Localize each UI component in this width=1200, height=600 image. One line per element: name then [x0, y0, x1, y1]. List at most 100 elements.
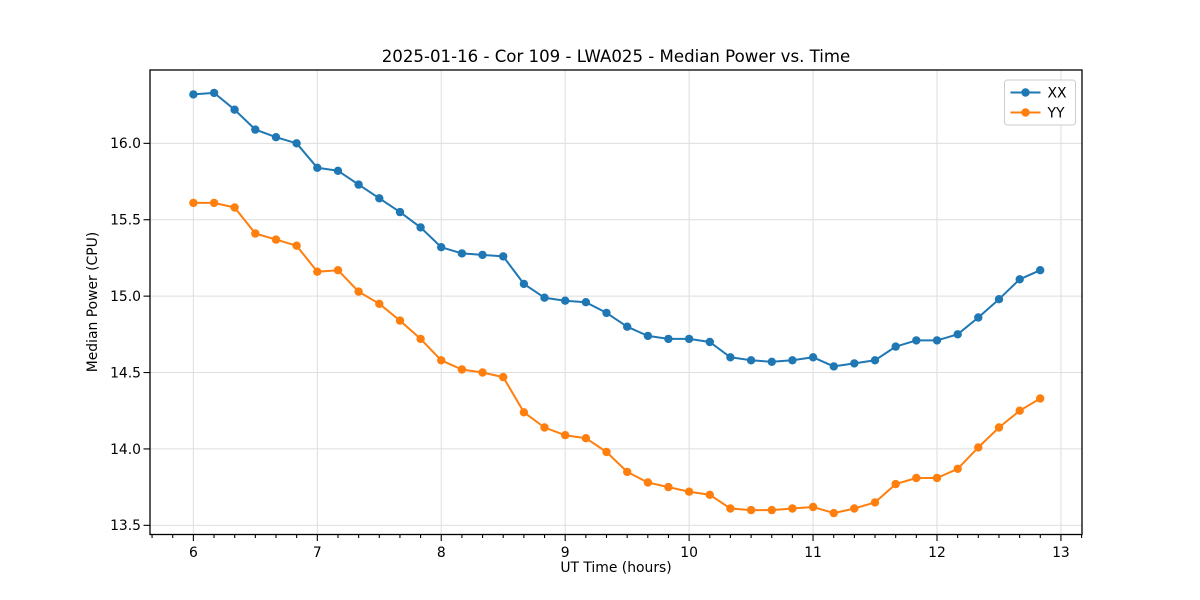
data-point-YY — [561, 431, 570, 440]
data-point-XX — [230, 105, 239, 114]
data-point-XX — [912, 336, 921, 345]
data-point-YY — [230, 203, 239, 212]
data-point-XX — [375, 194, 384, 203]
data-point-YY — [1036, 394, 1045, 403]
data-point-YY — [726, 504, 735, 513]
series-line-XX — [192, 91, 1042, 368]
data-point-YY — [1015, 406, 1024, 415]
legend-marker-XX — [1021, 88, 1030, 97]
data-point-YY — [808, 502, 818, 512]
data-point-XX — [416, 223, 425, 232]
x-tick-label: 13 — [1052, 545, 1070, 561]
data-point-YY — [437, 356, 446, 365]
data-point-XX — [189, 90, 198, 99]
legend-marker-YY — [1021, 108, 1030, 117]
series-line-YY — [192, 201, 1042, 515]
x-axis-label: UT Time (hours) — [560, 560, 671, 576]
x-tick-label: 6 — [189, 545, 198, 561]
data-point-YY — [643, 478, 653, 487]
chart-title: 2025-01-16 - Cor 109 - LWA025 - Median P… — [382, 47, 851, 66]
data-point-XX — [891, 342, 900, 351]
data-point-XX — [354, 180, 363, 189]
data-point-XX — [313, 163, 322, 172]
data-point-YY — [292, 241, 301, 250]
data-point-XX — [664, 334, 673, 344]
data-point-XX — [395, 207, 405, 217]
data-point-XX — [808, 353, 818, 362]
data-point-YY — [788, 504, 797, 513]
data-point-XX — [705, 337, 714, 347]
data-point-XX — [974, 313, 983, 322]
data-point-XX — [209, 88, 219, 98]
data-point-XX — [932, 336, 942, 345]
data-point-XX — [746, 356, 756, 365]
data-point-XX — [540, 293, 549, 302]
data-point-YY — [705, 490, 714, 499]
data-point-XX — [561, 296, 570, 305]
legend-label-YY: YY — [1047, 105, 1065, 121]
data-point-YY — [271, 235, 281, 244]
data-point-XX — [581, 298, 591, 307]
data-point-YY — [974, 443, 983, 452]
data-point-YY — [333, 266, 343, 275]
data-point-YY — [375, 299, 384, 308]
data-point-YY — [912, 473, 921, 483]
data-point-XX — [437, 243, 446, 252]
data-point-XX — [333, 166, 343, 175]
legend: XX YY — [1004, 79, 1076, 126]
legend-label-XX: XX — [1048, 85, 1068, 101]
data-point-XX — [519, 279, 529, 289]
x-tick-label: 12 — [928, 545, 946, 561]
data-point-XX — [726, 353, 735, 362]
data-point-XX — [870, 356, 880, 365]
plot-border — [149, 69, 1083, 536]
data-point-YY — [251, 229, 260, 238]
y-tick-label: 16.0 — [110, 136, 141, 152]
data-point-YY — [829, 508, 838, 518]
data-point-XX — [767, 357, 776, 366]
data-point-YY — [581, 434, 591, 443]
data-point-YY — [953, 464, 962, 473]
data-point-YY — [457, 365, 467, 374]
data-point-YY — [540, 423, 549, 432]
series-layer — [189, 88, 1045, 518]
data-point-YY — [189, 198, 198, 208]
data-point-XX — [292, 139, 301, 148]
data-point-YY — [684, 487, 694, 496]
data-point-YY — [746, 505, 756, 515]
data-point-XX — [684, 334, 694, 344]
data-point-YY — [313, 267, 322, 276]
data-point-XX — [643, 331, 653, 341]
grid-layer — [150, 70, 1082, 535]
data-point-XX — [271, 133, 281, 142]
data-point-YY — [664, 482, 673, 492]
data-point-XX — [602, 308, 611, 318]
data-point-YY — [932, 473, 942, 483]
x-tick-label: 9 — [561, 545, 570, 561]
y-axis-label: Median Power (CPU) — [85, 232, 101, 372]
x-tick-label: 7 — [313, 545, 322, 561]
data-point-YY — [209, 198, 219, 208]
x-tick-label: 8 — [437, 545, 446, 561]
y-tick-label: 15.5 — [110, 213, 141, 229]
axis-layer: 6 7 8 9 10 11 12 13 13.5 14.0 14.5 15.0 15.5 16.0 — [110, 69, 1083, 561]
data-point-YY — [850, 504, 859, 513]
data-point-XX — [953, 330, 962, 339]
data-point-XX — [994, 295, 1004, 304]
x-tick-label: 10 — [680, 545, 698, 561]
data-point-YY — [395, 316, 405, 325]
y-tick-label: 15.0 — [110, 289, 141, 305]
data-point-XX — [499, 252, 508, 261]
y-tick-label: 14.5 — [110, 365, 141, 381]
data-point-YY — [519, 408, 529, 417]
data-point-YY — [354, 287, 363, 296]
data-point-YY — [891, 479, 900, 489]
data-point-YY — [623, 467, 632, 477]
data-point-XX — [478, 250, 487, 260]
data-point-XX — [1036, 266, 1045, 275]
data-point-XX — [457, 249, 467, 258]
data-point-YY — [602, 447, 611, 457]
data-point-XX — [251, 125, 260, 134]
